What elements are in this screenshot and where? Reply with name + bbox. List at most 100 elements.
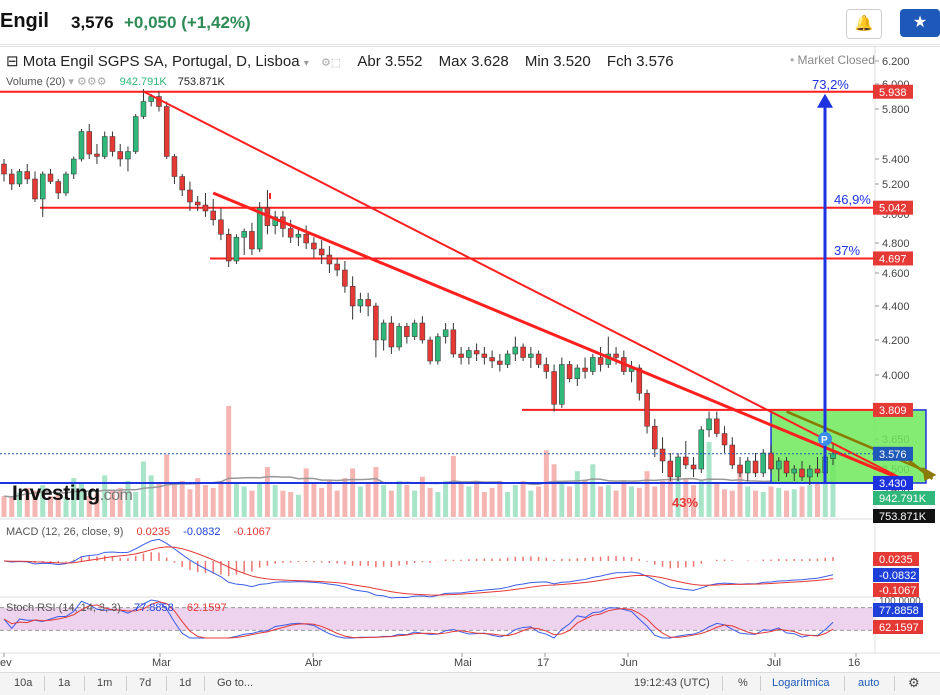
watchlist-button[interactable]: ★: [900, 9, 940, 37]
candle-body: [799, 468, 805, 478]
macd-label-text: -0.1067: [879, 585, 916, 597]
candle-body: [551, 371, 557, 405]
tf-10a[interactable]: 10a: [14, 677, 33, 689]
volume-bar: [24, 487, 30, 517]
stoch-d-line: [3, 601, 834, 639]
add-alert-button[interactable]: 🔔: [846, 9, 882, 39]
gear-icon[interactable]: ⚙: [908, 675, 920, 690]
volume-bar: [815, 483, 821, 517]
log-toggle[interactable]: Logarítmica: [772, 677, 830, 689]
stoch-k-line: [3, 599, 834, 639]
candle-body: [94, 153, 100, 157]
tf-1a[interactable]: 1a: [58, 677, 71, 689]
candle-body: [1, 163, 7, 175]
candle-body: [187, 189, 193, 203]
price-label-text: 5.042: [879, 203, 907, 215]
chevron-down-icon[interactable]: ▾: [303, 58, 309, 69]
tf-1m[interactable]: 1m: [97, 677, 113, 689]
candle-body: [357, 299, 364, 307]
volume-bar: [520, 480, 526, 517]
candle-body: [667, 460, 674, 478]
investing-logo: Investing.com: [12, 482, 133, 506]
chevron-down-icon[interactable]: ▾: [68, 76, 74, 88]
candle-body: [783, 460, 790, 474]
volume-bar: [427, 487, 433, 517]
market-status-text: Market Closed: [797, 53, 875, 67]
price-label-text: 3.809: [879, 405, 907, 417]
volume-bar: [497, 480, 503, 517]
volume-bar: [830, 451, 836, 517]
candle-body: [721, 433, 728, 446]
volume-bar: [784, 490, 790, 517]
price-label-box: [873, 84, 913, 99]
candle-body: [349, 285, 356, 307]
volume-bar: [636, 487, 642, 517]
volume-bar: [1, 496, 7, 517]
volume-bar: [435, 492, 441, 517]
y-tick-label: 5.800: [882, 104, 910, 116]
stoch-label-text: 77.8858: [879, 605, 919, 617]
menu-icon[interactable]: ⊟: [6, 53, 19, 70]
candle-body: [419, 322, 426, 341]
volume-settings-icons[interactable]: ⚙⚙⚙: [76, 76, 107, 88]
volume-bar: [326, 480, 332, 517]
market-status: • Market Closed: [790, 53, 875, 67]
candle-body: [233, 236, 240, 262]
candle-body: [745, 460, 751, 474]
candle-body: [39, 173, 46, 200]
candle-body: [78, 131, 85, 160]
volume-bar: [419, 476, 425, 517]
candle-body: [675, 456, 681, 478]
volume-bar: [799, 486, 805, 517]
macd-label: MACD (12, 26, close, 9): [6, 526, 124, 538]
tf-1d[interactable]: 1d: [179, 677, 192, 689]
volume-bar: [807, 485, 813, 517]
volume-bar: [342, 478, 348, 517]
volume-bar: [698, 480, 704, 517]
y-tick-label: 4.800: [882, 238, 910, 250]
y-tick-label: 4.000: [882, 370, 910, 382]
trend-line-1: [143, 90, 911, 484]
candle-body: [729, 444, 736, 466]
volume-bar: [722, 489, 728, 517]
candle-body: [334, 263, 340, 271]
candle-body: [411, 322, 418, 337]
volume-bar: [156, 482, 162, 517]
x-tick-label: Mar: [152, 657, 171, 669]
macd-label-box: [873, 583, 919, 597]
candle-body: [86, 131, 92, 155]
candle-body: [435, 336, 441, 362]
price-label-text: 3.430: [879, 478, 907, 490]
volume-bar: [9, 497, 15, 517]
chart-container[interactable]: 6.2006.0005.8005.4005.2005.0004.8004.600…: [0, 46, 940, 673]
candle-body: [218, 219, 224, 235]
volume-bar: [598, 486, 604, 517]
volume-bar: [760, 492, 766, 517]
volume-bar: [660, 480, 666, 517]
settings-icons[interactable]: ⚙⬚: [320, 57, 342, 69]
tf-7d[interactable]: 7d: [139, 677, 152, 689]
candle-body: [644, 393, 650, 427]
candle-body: [512, 346, 519, 355]
candle-body: [373, 305, 379, 341]
price-chart-svg[interactable]: 6.2006.0005.8005.4005.2005.0004.8004.600…: [0, 47, 940, 673]
candle-body: [396, 326, 402, 348]
wedge-arrow-line: [786, 410, 931, 475]
candle-body: [427, 339, 433, 362]
goto-button[interactable]: Go to...: [217, 677, 254, 689]
auto-toggle[interactable]: auto: [858, 677, 880, 689]
volume-ma-value: 753.871K: [177, 76, 225, 88]
percent-toggle[interactable]: %: [738, 677, 748, 689]
candle-body: [55, 181, 61, 194]
candle-body: [63, 173, 69, 194]
volume-bar: [481, 492, 487, 517]
target-arrow-head: [817, 93, 833, 108]
stoch-band: [0, 607, 873, 631]
stoch-value-1: 77.8858: [134, 602, 174, 614]
candle-body: [249, 231, 255, 250]
low-label: Min: [524, 53, 550, 70]
macd-label-text: -0.0832: [879, 570, 916, 582]
stoch-label: Stoch RSI (14, 14, 3, 3): [6, 602, 121, 614]
candle-body: [318, 248, 325, 256]
volume-bar: [78, 483, 84, 517]
